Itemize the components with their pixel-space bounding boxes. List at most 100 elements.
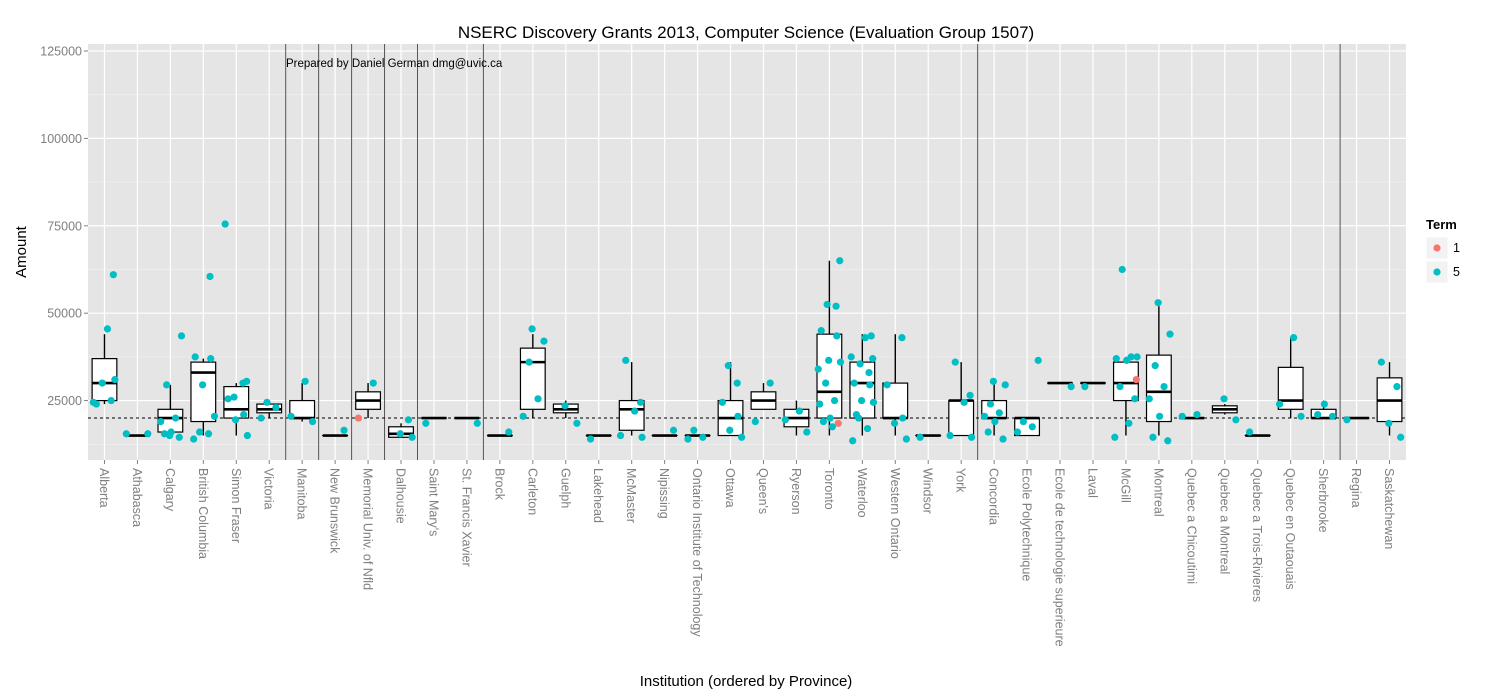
data-point — [738, 433, 746, 441]
data-point — [210, 412, 219, 420]
x-tick-label: Laval — [1085, 468, 1099, 498]
data-point — [866, 381, 874, 389]
legend: Term 1 5 — [1425, 217, 1460, 284]
data-point — [766, 379, 774, 387]
data-point — [822, 379, 830, 387]
data-point — [103, 325, 112, 333]
data-point — [638, 433, 646, 441]
data-point — [224, 395, 232, 403]
data-point — [836, 358, 845, 366]
data-point — [534, 395, 542, 403]
data-point — [852, 410, 860, 419]
data-point — [726, 426, 734, 434]
x-tick-label: Quebec en Outaouais — [1283, 468, 1297, 590]
data-point — [408, 433, 416, 441]
data-point — [960, 398, 968, 406]
data-point — [243, 377, 251, 385]
data-point — [951, 358, 959, 366]
data-point — [144, 430, 152, 438]
data-point — [622, 356, 630, 364]
data-point — [946, 431, 954, 440]
data-point — [825, 356, 833, 364]
x-tick-label: Memorial Univ. of Nfld — [361, 468, 375, 590]
data-point — [1019, 417, 1027, 426]
data-point — [980, 412, 989, 420]
data-point — [1127, 353, 1135, 361]
data-point — [823, 300, 831, 309]
data-point — [525, 358, 533, 366]
data-point — [733, 379, 741, 387]
data-point — [1160, 382, 1168, 391]
data-point — [861, 334, 869, 342]
data-point — [856, 360, 864, 368]
data-point — [207, 355, 215, 363]
data-point — [724, 362, 732, 370]
data-point — [1193, 410, 1201, 419]
data-point — [230, 393, 238, 401]
data-point — [1377, 358, 1385, 366]
data-point — [171, 414, 180, 422]
data-point — [999, 435, 1007, 443]
legend-label: 5 — [1453, 265, 1460, 279]
x-tick-label: Manitoba — [295, 468, 309, 519]
province-separators — [285, 44, 1341, 460]
data-point — [107, 396, 115, 405]
data-point — [890, 419, 899, 427]
data-point — [1154, 299, 1162, 307]
data-point — [751, 417, 759, 426]
data-point — [1116, 382, 1124, 391]
x-tick-label: St. Francis Xavier — [459, 468, 473, 567]
x-tick-label: Dalhousie — [394, 468, 408, 524]
data-point — [1393, 382, 1401, 391]
data-point — [1232, 416, 1240, 424]
data-point — [850, 379, 858, 387]
data-point — [684, 435, 692, 443]
y-tick-label: 50000 — [47, 307, 82, 321]
x-tick-label: Queen's — [756, 468, 770, 514]
data-point — [1118, 265, 1126, 274]
data-point — [803, 428, 811, 436]
data-point — [231, 416, 240, 424]
data-point — [867, 332, 875, 340]
data-point — [175, 433, 183, 441]
x-tick-label: Lakehead — [591, 468, 605, 523]
data-point — [1125, 419, 1133, 427]
data-point — [586, 435, 595, 443]
y-tick-label: 100000 — [40, 132, 82, 146]
data-point — [984, 428, 992, 436]
data-point — [1156, 412, 1164, 420]
data-point — [111, 375, 119, 384]
data-point — [1131, 395, 1139, 403]
x-axis-label: Institution (ordered by Province) — [640, 673, 853, 690]
legend-item-term-1: 1 — [1425, 236, 1460, 260]
data-point — [833, 332, 841, 340]
data-point — [109, 271, 117, 279]
data-point — [240, 410, 248, 419]
data-point — [832, 302, 840, 310]
data-point — [1290, 334, 1298, 342]
box-body — [190, 361, 217, 423]
chart-title: NSERC Discovery Grants 2013, Computer Sc… — [458, 23, 1034, 42]
x-tick-label: Simon Fraser — [229, 468, 243, 543]
data-point — [89, 398, 97, 406]
boxplot-memorial-univ-of-nfld — [355, 383, 382, 419]
data-point — [1112, 355, 1120, 363]
data-point — [1013, 428, 1022, 436]
box-body — [1145, 354, 1172, 423]
data-point — [1385, 419, 1393, 427]
boxplot-queen-s — [750, 383, 777, 410]
data-point — [540, 337, 548, 345]
data-point — [1034, 356, 1042, 364]
data-point — [830, 396, 839, 405]
data-point — [819, 417, 828, 426]
data-point — [991, 417, 999, 426]
data-point — [204, 430, 213, 438]
x-tick-label: British Columbia — [196, 468, 210, 559]
data-point — [190, 435, 198, 443]
data-point — [847, 353, 855, 361]
data-point — [1067, 382, 1075, 391]
data-point — [1081, 382, 1089, 391]
boxplot-quebec-a-montreal — [1211, 404, 1238, 415]
data-point — [967, 433, 976, 441]
